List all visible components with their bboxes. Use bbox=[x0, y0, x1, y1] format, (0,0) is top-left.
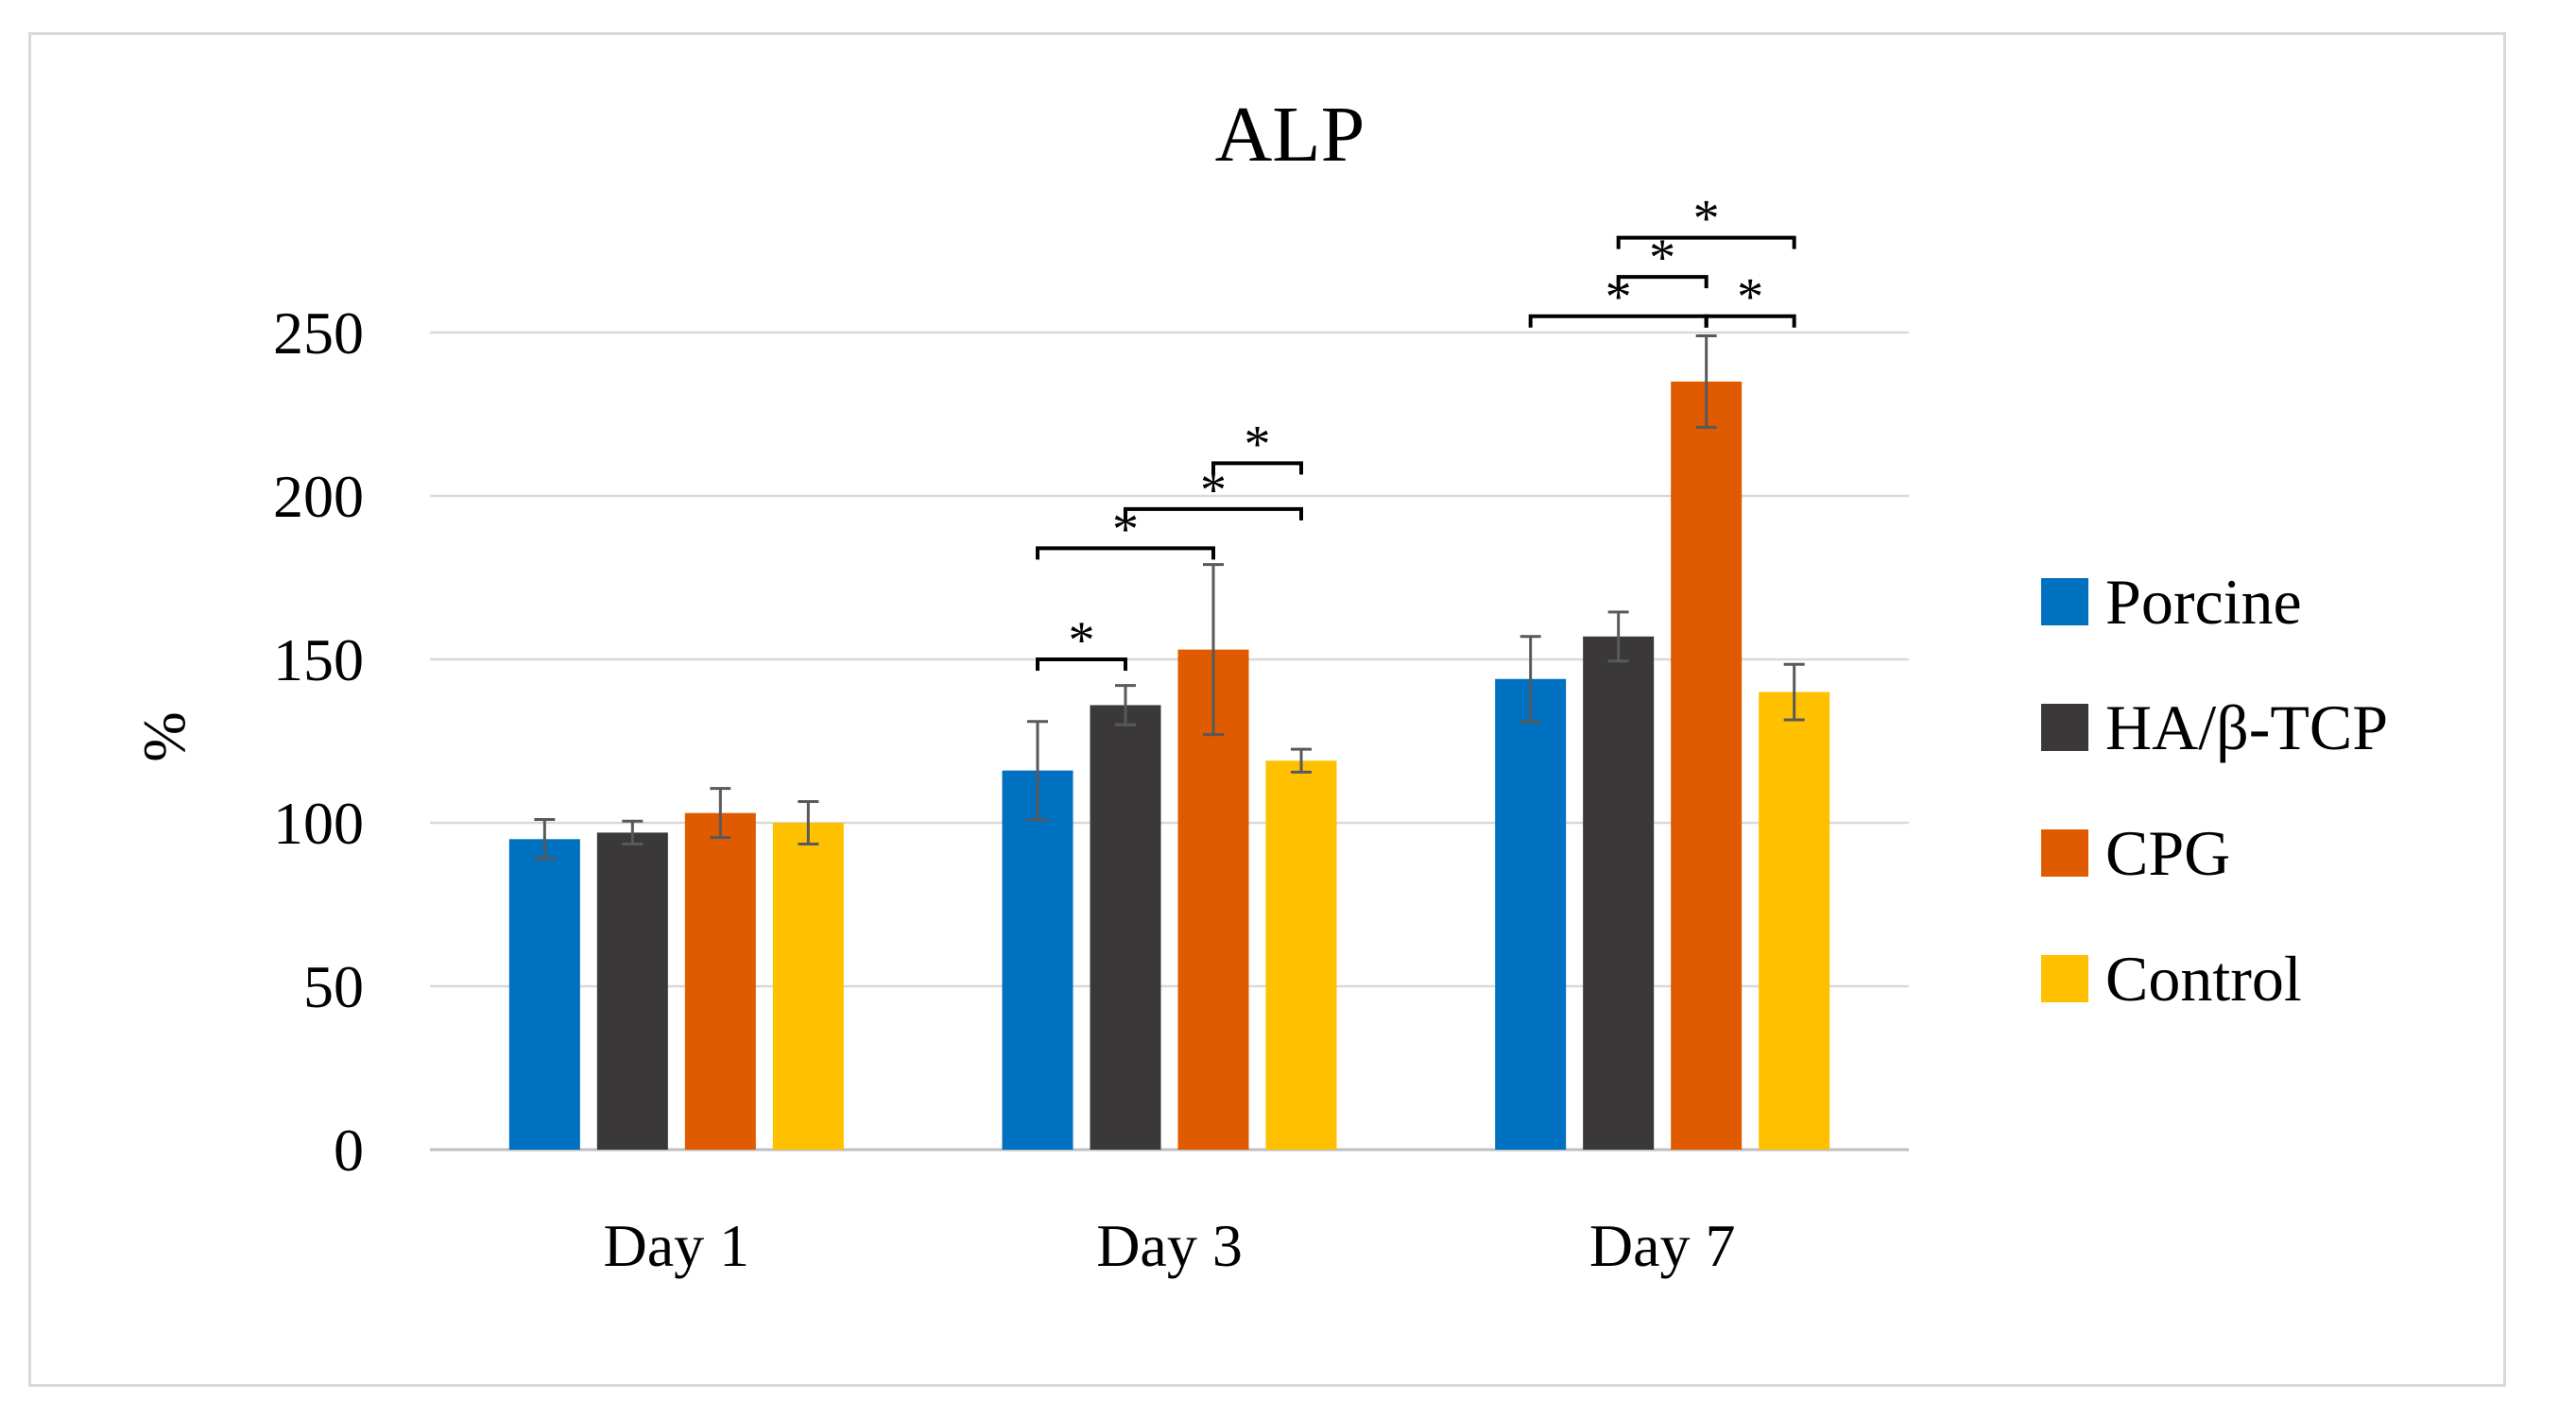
x-tick-label: Day 3 bbox=[1096, 1212, 1243, 1279]
significance-star: * bbox=[1245, 415, 1271, 473]
bar-control-day-7 bbox=[1759, 691, 1830, 1150]
error-bar bbox=[622, 819, 644, 845]
bar-porcine-day-3 bbox=[1002, 770, 1073, 1150]
legend-label: HA/β-TCP bbox=[2105, 691, 2388, 763]
significance-bracket: * bbox=[1036, 611, 1127, 671]
significance-star: * bbox=[1069, 611, 1095, 670]
error-bar bbox=[534, 818, 556, 861]
significance-brackets: ***** *** bbox=[1036, 190, 1796, 671]
bar-cpg-day-1 bbox=[684, 812, 756, 1150]
error-bar bbox=[1203, 563, 1224, 737]
error-bar bbox=[710, 787, 731, 840]
legend-swatch bbox=[2041, 829, 2088, 877]
bar-control-day-3 bbox=[1265, 760, 1337, 1150]
y-tick-label: 100 bbox=[273, 790, 364, 857]
legend-label: Control bbox=[2105, 943, 2302, 1015]
bar-control-day-1 bbox=[772, 823, 844, 1150]
y-tick-label: 200 bbox=[273, 463, 364, 530]
error-bar bbox=[1695, 333, 1717, 429]
y-tick-label: 50 bbox=[303, 953, 364, 1020]
error-bar bbox=[798, 800, 819, 845]
legend-swatch bbox=[2041, 704, 2088, 751]
y-tick-label: 0 bbox=[334, 1117, 364, 1184]
chart-frame bbox=[28, 32, 2506, 1387]
significance-bracket: * bbox=[1124, 461, 1303, 521]
error-bar bbox=[1783, 662, 1805, 722]
error-bar bbox=[1115, 684, 1136, 726]
bar-porcine-day-7 bbox=[1495, 678, 1567, 1150]
bar-porcine-day-1 bbox=[508, 839, 580, 1150]
gridlines bbox=[430, 331, 1909, 1152]
legend: Porcine HA/β-TCP CPG Control bbox=[2041, 566, 2388, 1015]
bar-cpg-day-7 bbox=[1671, 381, 1743, 1150]
significance-bracket: * bbox=[1704, 268, 1796, 328]
significance-star: * bbox=[1737, 268, 1763, 327]
significance-bracket: * bbox=[1036, 500, 1215, 560]
significance-bracket: * bbox=[1211, 415, 1303, 475]
error-bar bbox=[1520, 635, 1541, 724]
legend-swatch bbox=[2041, 955, 2088, 1002]
x-tick-labels: Day 1 Day 3 Day 7 bbox=[604, 1212, 1736, 1279]
significance-bracket: * bbox=[1616, 190, 1796, 249]
chart-title: ALP bbox=[1215, 91, 1365, 179]
y-tick-labels: 0 50 100 150 200 250 bbox=[273, 299, 364, 1184]
bar-ha-tcp-day-3 bbox=[1090, 705, 1161, 1150]
bars bbox=[508, 381, 1830, 1150]
bar-ha-tcp-day-7 bbox=[1583, 636, 1655, 1150]
legend-swatch bbox=[2041, 578, 2088, 625]
bar-ha-tcp-day-1 bbox=[596, 832, 668, 1150]
error-bar bbox=[1607, 610, 1629, 663]
x-tick-label: Day 7 bbox=[1589, 1212, 1736, 1279]
error-bars bbox=[534, 333, 1805, 861]
error-bar bbox=[1027, 720, 1048, 822]
legend-label: Porcine bbox=[2105, 566, 2302, 638]
x-tick-label: Day 1 bbox=[604, 1212, 750, 1279]
y-axis-label: % bbox=[130, 711, 197, 761]
y-tick-label: 250 bbox=[273, 299, 364, 367]
error-bar bbox=[1291, 747, 1312, 774]
y-tick-label: 150 bbox=[273, 626, 364, 693]
significance-star: * bbox=[1693, 190, 1720, 248]
legend-label: CPG bbox=[2105, 817, 2230, 889]
